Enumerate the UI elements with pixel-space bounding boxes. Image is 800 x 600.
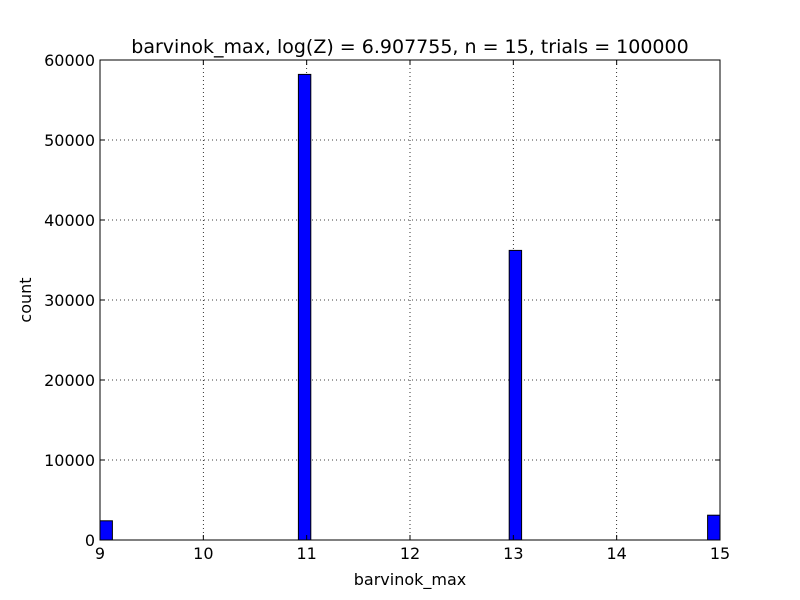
x-tick-label: 10 [193,544,213,563]
chart-title: barvinok_max, log(Z) = 6.907755, n = 15,… [131,36,688,58]
x-tick-label: 14 [606,544,626,563]
y-tick-labels: 0 10000 20000 30000 40000 50000 60000 [44,51,95,550]
y-tick-label: 10000 [44,451,95,470]
y-tick-label: 30000 [44,291,95,310]
x-tick-label: 9 [95,544,105,563]
y-tick-label: 40000 [44,211,95,230]
x-tick-labels: 9 10 11 12 13 14 15 [95,544,730,563]
y-tick-label: 20000 [44,371,95,390]
axis-ticks [99,59,721,541]
histogram-bar [99,520,113,541]
x-tick-label: 15 [710,544,730,563]
x-tick-label: 13 [503,544,523,563]
grid-lines [99,59,721,541]
histogram-bar [707,514,721,541]
x-tick-label: 12 [400,544,420,563]
y-axis-label: count [16,277,35,322]
y-tick-label: 0 [85,531,95,550]
x-axis-label: barvinok_max [354,570,467,590]
bars [99,73,721,541]
x-tick-label: 11 [296,544,316,563]
histogram-bar [508,249,523,541]
y-tick-label: 60000 [44,51,95,70]
histogram-bar [297,73,312,541]
y-tick-label: 50000 [44,131,95,150]
